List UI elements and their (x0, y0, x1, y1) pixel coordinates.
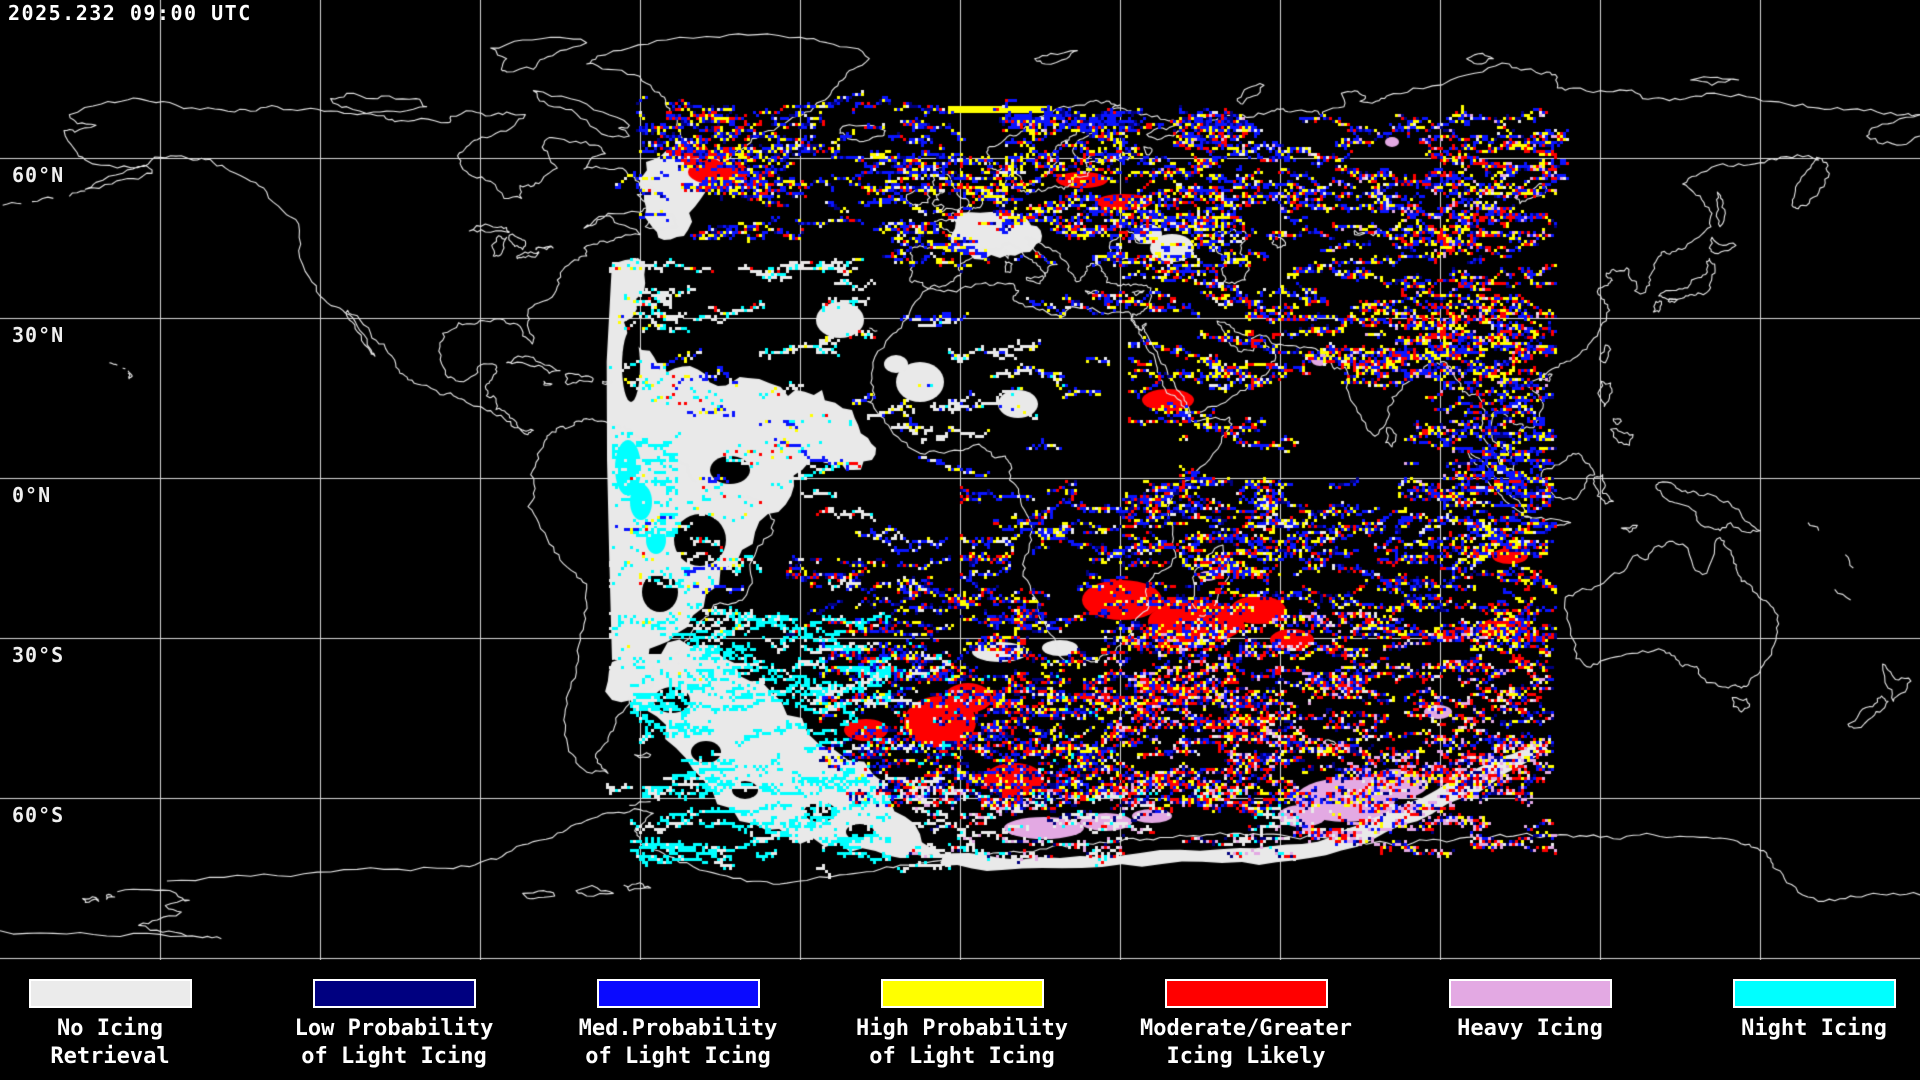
legend-swatch-heavy-icing (1448, 979, 1612, 1008)
latitude-label-60s: 60°S (12, 803, 65, 827)
legend-swatch-med-probability (596, 979, 760, 1008)
legend-label: Moderate/Greater Icing Likely (1106, 1015, 1386, 1071)
timestamp-label: 2025.232 09:00 UTC (8, 1, 252, 25)
legend-label: Night Icing (1674, 1015, 1920, 1043)
latitude-label-30n: 30°N (12, 323, 65, 347)
world-map-canvas (0, 0, 1920, 960)
legend-item-heavy-icing: Heavy Icing (1390, 960, 1670, 1043)
latitude-label-60n: 60°N (12, 163, 65, 187)
legend-label-line2: of Light Icing (869, 1044, 1055, 1069)
legend-label-line1: Low Probability (294, 1016, 494, 1041)
legend-swatch-high-probability (880, 979, 1044, 1008)
legend-label-line2: Icing Likely (1166, 1044, 1326, 1069)
legend-item-night-icing: Night Icing (1674, 960, 1920, 1043)
latitude-label-0n: 0°N (12, 483, 52, 507)
legend-label-line1: High Probability (856, 1016, 1068, 1041)
legend-swatch-no-icing (28, 979, 192, 1008)
legend-label-line2: of Light Icing (585, 1044, 771, 1069)
legend-label: No Icing Retrieval (0, 1015, 250, 1071)
legend-swatch-moderate-greater (1164, 979, 1328, 1008)
latitude-label-30s: 30°S (12, 643, 65, 667)
legend-item-med-probability: Med.Probability of Light Icing (538, 960, 818, 1071)
legend-label-line1: Night Icing (1741, 1016, 1887, 1041)
legend-label-line1: Moderate/Greater (1140, 1016, 1352, 1041)
legend-label: High Probability of Light Icing (822, 1015, 1102, 1071)
legend-swatch-night-icing (1732, 979, 1896, 1008)
legend-item-no-icing: No Icing Retrieval (0, 960, 250, 1071)
legend-label-line1: No Icing (57, 1016, 163, 1041)
legend-label-line2: of Light Icing (301, 1044, 487, 1069)
legend-label: Med.Probability of Light Icing (538, 1015, 818, 1071)
legend-item-low-probability: Low Probability of Light Icing (254, 960, 534, 1071)
legend: No Icing Retrieval Low Probability of Ligh… (0, 960, 1920, 1080)
legend-label: Low Probability of Light Icing (254, 1015, 534, 1071)
legend-label: Heavy Icing (1390, 1015, 1670, 1043)
legend-item-moderate-greater: Moderate/Greater Icing Likely (1106, 960, 1386, 1071)
legend-label-line1: Heavy Icing (1457, 1016, 1603, 1041)
legend-label-line2: Retrieval (50, 1044, 170, 1069)
legend-label-line1: Med.Probability (578, 1016, 778, 1041)
legend-item-high-probability: High Probability of Light Icing (822, 960, 1102, 1071)
legend-swatch-low-probability (312, 979, 476, 1008)
